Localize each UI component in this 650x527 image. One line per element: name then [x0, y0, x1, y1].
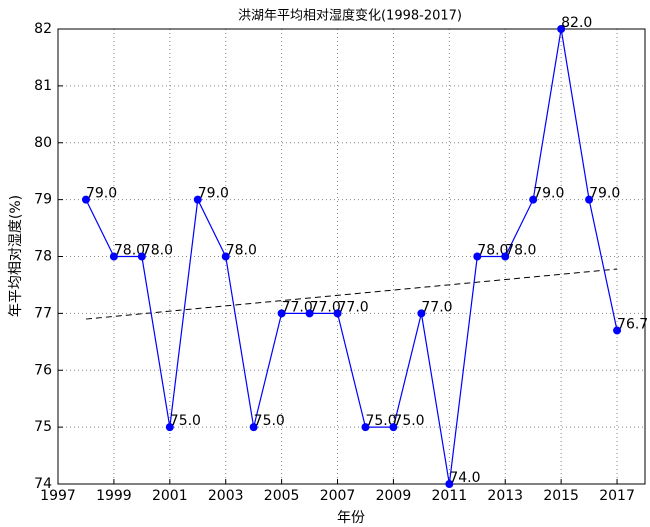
- data-point: [501, 252, 510, 261]
- data-point: [613, 326, 622, 335]
- data-label: 82.0: [561, 15, 592, 31]
- x-tick-label: 2001: [152, 488, 188, 504]
- data-label: 78.0: [226, 243, 257, 259]
- data-point: [417, 309, 426, 318]
- data-point: [221, 252, 230, 261]
- data-point: [249, 423, 258, 432]
- chart-title: 洪湖年平均相对湿度变化(1998-2017): [238, 8, 462, 24]
- plot-frame: [57, 28, 646, 485]
- data-label: 77.0: [310, 299, 341, 315]
- data-label: 74.0: [449, 470, 480, 486]
- y-tick-label: 75: [34, 419, 52, 435]
- data-label: 77.0: [282, 299, 313, 315]
- data-label: 77.0: [338, 299, 369, 315]
- data-point: [277, 309, 286, 318]
- data-point: [361, 423, 370, 432]
- data-label: 76.7: [617, 316, 648, 332]
- x-axis-label: 年份: [337, 510, 365, 526]
- data-label: 79.0: [198, 186, 229, 202]
- data-point: [445, 480, 454, 488]
- data-point: [557, 25, 566, 33]
- data-point: [137, 252, 146, 261]
- data-label: 79.0: [533, 186, 564, 202]
- y-tick-label: 82: [34, 21, 52, 37]
- trend-line: [85, 268, 618, 320]
- x-tick-label: 2017: [599, 488, 635, 504]
- x-tick-label: 1999: [96, 488, 132, 504]
- data-point: [109, 252, 118, 261]
- y-tick-label: 79: [34, 192, 52, 208]
- data-label: 77.0: [421, 299, 452, 315]
- data-point: [389, 423, 398, 432]
- data-point: [81, 195, 90, 204]
- data-label: 75.0: [393, 413, 424, 429]
- data-point: [193, 195, 202, 204]
- data-label: 78.0: [505, 243, 536, 259]
- x-tick-label: 2009: [376, 488, 412, 504]
- data-point: [529, 195, 538, 204]
- y-tick-label: 76: [34, 362, 52, 378]
- data-label: 75.0: [254, 413, 285, 429]
- data-line: [85, 28, 618, 485]
- data-label: 79.0: [86, 186, 117, 202]
- data-point: [305, 309, 314, 318]
- x-tick-label: 2003: [208, 488, 244, 504]
- y-tick-label: 74: [34, 476, 52, 492]
- data-label: 78.0: [114, 243, 145, 259]
- data-label: 75.0: [170, 413, 201, 429]
- data-label: 79.0: [589, 186, 620, 202]
- data-label: 78.0: [477, 243, 508, 259]
- y-axis-label: 年平均相对湿度(%): [8, 195, 24, 317]
- data-label: 78.0: [142, 243, 173, 259]
- y-tick-label: 81: [34, 78, 52, 94]
- data-point: [473, 252, 482, 261]
- x-tick-label: 2013: [487, 488, 523, 504]
- x-tick-label: 1997: [40, 488, 76, 504]
- data-point: [165, 423, 174, 432]
- x-tick-label: 2005: [264, 488, 300, 504]
- y-tick-label: 78: [34, 249, 52, 265]
- x-tick-label: 2007: [320, 488, 356, 504]
- y-tick-label: 77: [34, 305, 52, 321]
- y-tick-label: 80: [34, 135, 52, 151]
- data-point: [333, 309, 342, 318]
- x-tick-label: 2011: [432, 488, 468, 504]
- data-point: [585, 195, 594, 204]
- data-label: 75.0: [365, 413, 396, 429]
- x-tick-label: 2015: [543, 488, 579, 504]
